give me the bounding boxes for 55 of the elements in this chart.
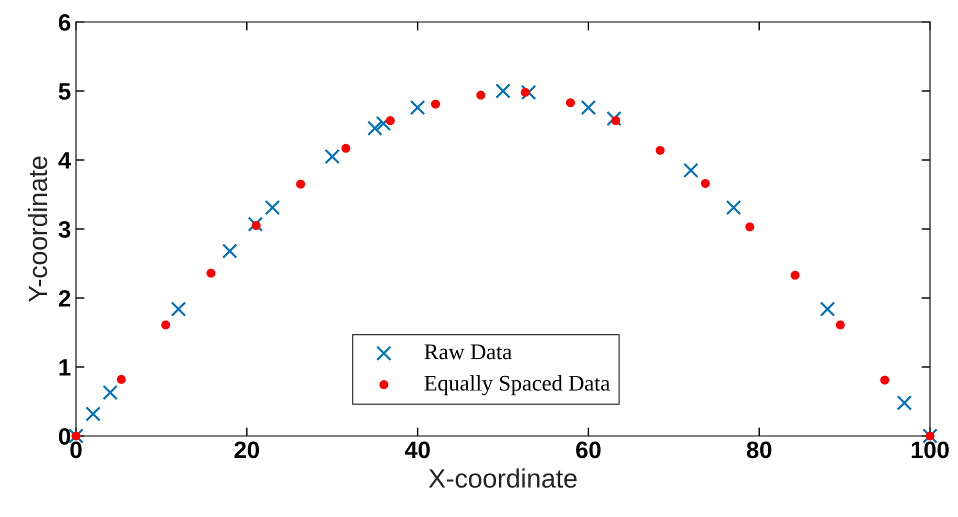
legend-label: Raw Data [424, 344, 512, 360]
point [495, 83, 511, 99]
point [170, 301, 186, 317]
point [606, 110, 622, 126]
point [102, 384, 118, 400]
y-axis-title: Y-coordinate [28, 156, 48, 302]
point [116, 374, 126, 384]
point [431, 100, 440, 109]
x-tick-label: 20 [234, 441, 259, 458]
point [566, 98, 575, 108]
point [726, 200, 742, 216]
point [820, 301, 836, 317]
point [790, 270, 800, 280]
y-tick-label: 3 [58, 221, 70, 238]
point [264, 200, 280, 216]
point [367, 120, 383, 136]
point [476, 90, 486, 100]
point [85, 406, 101, 422]
point [520, 88, 530, 97]
point [296, 180, 306, 189]
point [580, 100, 596, 116]
point [926, 432, 934, 440]
point [376, 116, 392, 132]
point [206, 268, 216, 278]
point [520, 84, 536, 100]
y-tick-label: 5 [58, 83, 70, 100]
point [683, 162, 699, 178]
x-tick-label: 100 [912, 441, 949, 458]
x-tick-label: 80 [746, 441, 772, 458]
point [745, 222, 754, 232]
point [880, 376, 890, 385]
x-tick-label: 0 [70, 441, 82, 458]
point [386, 116, 395, 126]
point [341, 144, 350, 153]
point [896, 395, 912, 411]
y-tick-label: 4 [58, 152, 72, 169]
legend-label: Equally Spaced Data [424, 375, 610, 396]
y-tick-label: 1 [59, 359, 70, 376]
point [72, 432, 80, 440]
point [700, 178, 710, 188]
y-tick-label: 6 [58, 14, 70, 31]
point [656, 146, 665, 155]
x-tick-label: 40 [404, 441, 430, 458]
y-tick-label: 0 [58, 428, 70, 445]
point [410, 100, 426, 116]
point [611, 116, 620, 126]
x-axis-title: X-coordinate [428, 468, 577, 488]
point [252, 221, 261, 230]
x-tick-label: 60 [576, 441, 601, 458]
point [324, 148, 340, 164]
point [836, 320, 845, 330]
point [248, 216, 263, 232]
y-tick-label: 2 [58, 290, 70, 307]
point [161, 320, 170, 330]
point [222, 243, 238, 259]
